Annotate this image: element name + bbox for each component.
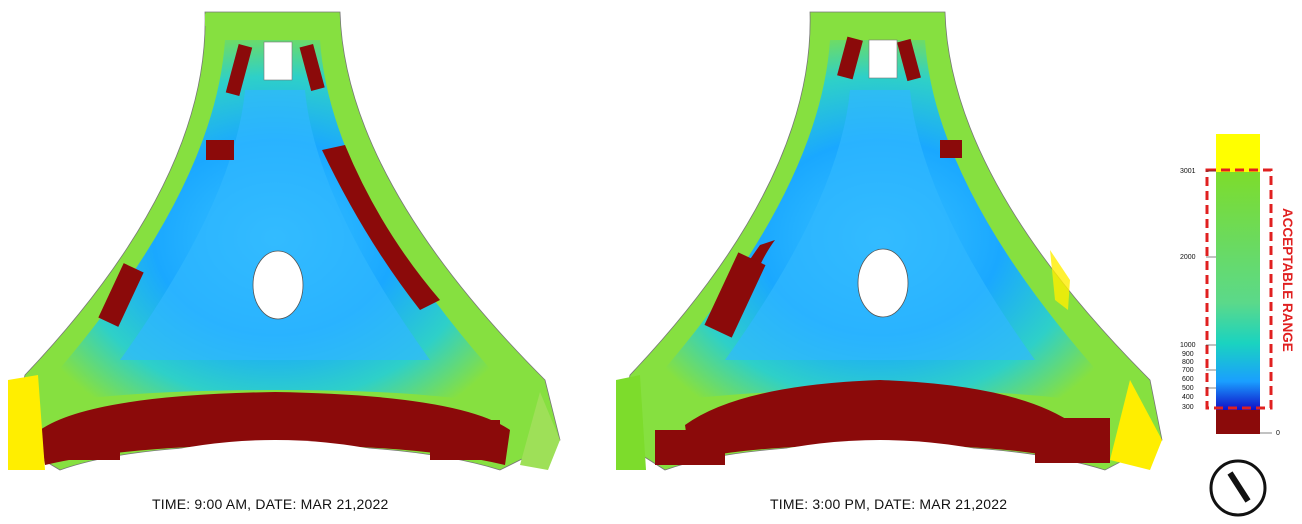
tick-3001: 3001 [1180, 168, 1196, 175]
bay-left [8, 375, 45, 470]
scale-band-under [1216, 410, 1260, 434]
room-east [940, 140, 962, 158]
tick-500: 500 [1182, 385, 1194, 392]
tick-800: 800 [1182, 359, 1194, 366]
occupied-band-south [685, 380, 1075, 460]
caption-morning: TIME: 9:00 AM, DATE: MAR 21,2022 [152, 496, 389, 512]
room-west-upper [206, 140, 234, 160]
bay-left [616, 375, 646, 470]
daylight-map-morning [8, 11, 561, 490]
stair-north [263, 41, 293, 81]
room-southwest [655, 430, 725, 465]
room-southeast [1035, 418, 1110, 463]
tick-900: 900 [1182, 351, 1194, 358]
bay-top [205, 14, 215, 26]
illuminance-scale: 3001 2000 1000 900 800 700 600 500 400 3… [1180, 134, 1295, 437]
caption-afternoon: TIME: 3:00 PM, DATE: MAR 21,2022 [770, 496, 1008, 512]
room-southeast [430, 420, 500, 460]
room-southwest [50, 430, 120, 460]
plan-outline [9, 11, 561, 471]
atrium-void [857, 248, 909, 318]
room-north-left [837, 36, 863, 80]
bay-right-edge [1050, 250, 1070, 310]
entry-void [150, 440, 400, 490]
bay-right [1110, 380, 1162, 470]
north-arrow-icon [1209, 459, 1267, 517]
tick-2000: 2000 [1180, 254, 1196, 261]
daylight-map-afternoon [616, 11, 1163, 490]
room-west [704, 252, 766, 338]
room-north-right [897, 38, 921, 82]
scale-band-over [1216, 134, 1260, 172]
tick-600: 600 [1182, 376, 1194, 383]
occupied-band-south [40, 392, 510, 465]
scale-ticks: 3001 2000 1000 900 800 700 600 500 400 3… [1180, 168, 1280, 437]
bay-right [520, 392, 560, 470]
tick-700: 700 [1182, 367, 1194, 374]
occupied-band-east [322, 145, 440, 310]
scale-band-acceptable [1216, 172, 1260, 410]
tick-400: 400 [1182, 394, 1194, 401]
stair-north [868, 39, 898, 79]
tick-300: 300 [1182, 404, 1194, 411]
tick-1000: 1000 [1180, 342, 1196, 349]
acceptable-range-frame [1205, 168, 1273, 410]
room-north-left [225, 44, 253, 96]
entry-void [755, 440, 1005, 490]
room-west [98, 263, 144, 327]
acceptable-range-label: ACCEPTABLE RANGE [1280, 208, 1295, 352]
tick-0: 0 [1276, 430, 1280, 437]
atrium-void [252, 250, 304, 320]
room-north-right [299, 43, 325, 92]
